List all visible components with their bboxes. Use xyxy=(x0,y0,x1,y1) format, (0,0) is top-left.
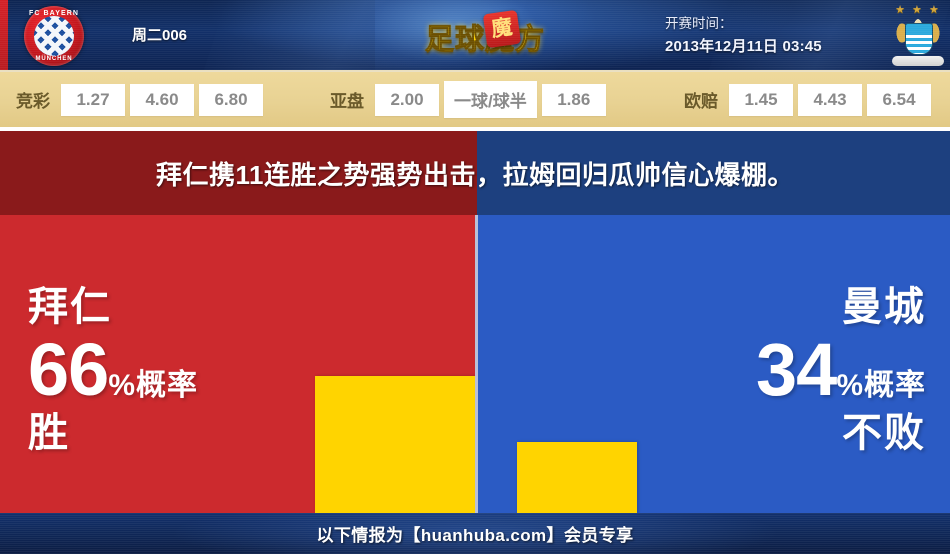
odds-value[interactable]: 2.00 xyxy=(375,83,439,116)
header-bottom-line xyxy=(0,70,950,72)
home-team-name: 拜仁 xyxy=(28,285,112,329)
away-team-crest-icon: ★ ★ ★ xyxy=(890,4,946,66)
home-stat-block: 拜仁 66%概率 胜 xyxy=(28,287,198,453)
odds-value[interactable]: 4.60 xyxy=(130,83,194,116)
footer-text: 以下情报为【huanhuba.com】会员专享 xyxy=(316,526,634,545)
headline-banner: 拜仁携11连胜之势强势出击，拉姆回归瓜帅信心爆棚。 xyxy=(0,131,950,215)
footer-bar: 以下情报为【huanhuba.com】会员专享 xyxy=(0,513,950,554)
odds-value[interactable]: 1.27 xyxy=(61,83,125,116)
away-probability-row: 34%概率 xyxy=(756,333,926,407)
headline-left-half xyxy=(0,131,477,215)
bar-away xyxy=(517,442,637,513)
kickoff-value: 2013年12月11日 03:45 xyxy=(665,38,822,55)
odds-value[interactable]: 4.43 xyxy=(798,83,862,116)
odds-value[interactable]: 1.45 xyxy=(729,83,793,116)
logo-badge-char: 魔 xyxy=(489,15,514,42)
home-crest-inner xyxy=(34,16,74,56)
home-crest-bottom-text: MÜNCHEN xyxy=(35,56,73,62)
probability-chart: 拜仁 66%概率 胜 曼城 34%概率 不败 xyxy=(0,215,950,513)
odds-group-oupei: 欧赔 1.45 4.43 6.54 xyxy=(684,83,931,116)
odds-group-label: 竞彩 xyxy=(16,92,50,111)
odds-group-label: 亚盘 xyxy=(330,92,364,111)
site-logo[interactable]: 足球魔方 魔 xyxy=(375,0,595,72)
odds-value[interactable]: 6.80 xyxy=(199,83,263,116)
home-team-crest-icon: FC BAYERN MÜNCHEN xyxy=(24,6,84,66)
header-bar: FC BAYERN MÜNCHEN 周二006 足球魔方 魔 开赛时间： 201… xyxy=(0,0,950,72)
home-outcome-label: 胜 xyxy=(28,411,70,455)
away-stat-block: 曼城 34%概率 不败 xyxy=(756,287,926,453)
odds-group-label: 欧赔 xyxy=(684,92,718,111)
odds-value[interactable]: 1.86 xyxy=(541,83,606,116)
away-outcome-label: 不败 xyxy=(842,411,926,455)
home-crest-top-text: FC BAYERN xyxy=(28,10,80,17)
home-probability-value: 66 xyxy=(28,328,109,411)
crest-scroll xyxy=(892,56,944,66)
odds-value[interactable]: 6.54 xyxy=(867,83,931,116)
home-probability-row: 66%概率 xyxy=(28,333,198,407)
away-probability-suffix: %概率 xyxy=(836,369,926,402)
header-accent-strip xyxy=(0,0,8,72)
kickoff-time-block: 开赛时间： 2013年12月11日 03:45 xyxy=(665,12,875,58)
odds-bar: 竞彩 1.27 4.60 6.80 亚盘 2.00 一球/球半 1.86 欧赔 … xyxy=(0,72,950,127)
handicap-value[interactable]: 一球/球半 xyxy=(444,81,537,118)
shield-icon xyxy=(905,23,933,55)
panel-divider xyxy=(475,215,478,513)
away-team-name: 曼城 xyxy=(842,285,926,329)
logo-badge-icon: 魔 xyxy=(482,9,522,49)
bar-home xyxy=(315,376,475,513)
odds-group-yapan: 亚盘 2.00 一球/球半 1.86 xyxy=(330,81,606,118)
home-probability-suffix: %概率 xyxy=(108,369,198,402)
odds-group-jingcai: 竞彩 1.27 4.60 6.80 xyxy=(16,83,263,116)
away-probability-value: 34 xyxy=(756,328,837,411)
headline-text: 拜仁携11连胜之势强势出击，拉姆回归瓜帅信心爆棚。 xyxy=(156,159,794,190)
headline-right-half xyxy=(477,131,950,215)
match-number-label: 周二006 xyxy=(132,27,188,44)
kickoff-label: 开赛时间： xyxy=(665,16,733,31)
away-crest-stars: ★ ★ ★ xyxy=(895,4,941,16)
